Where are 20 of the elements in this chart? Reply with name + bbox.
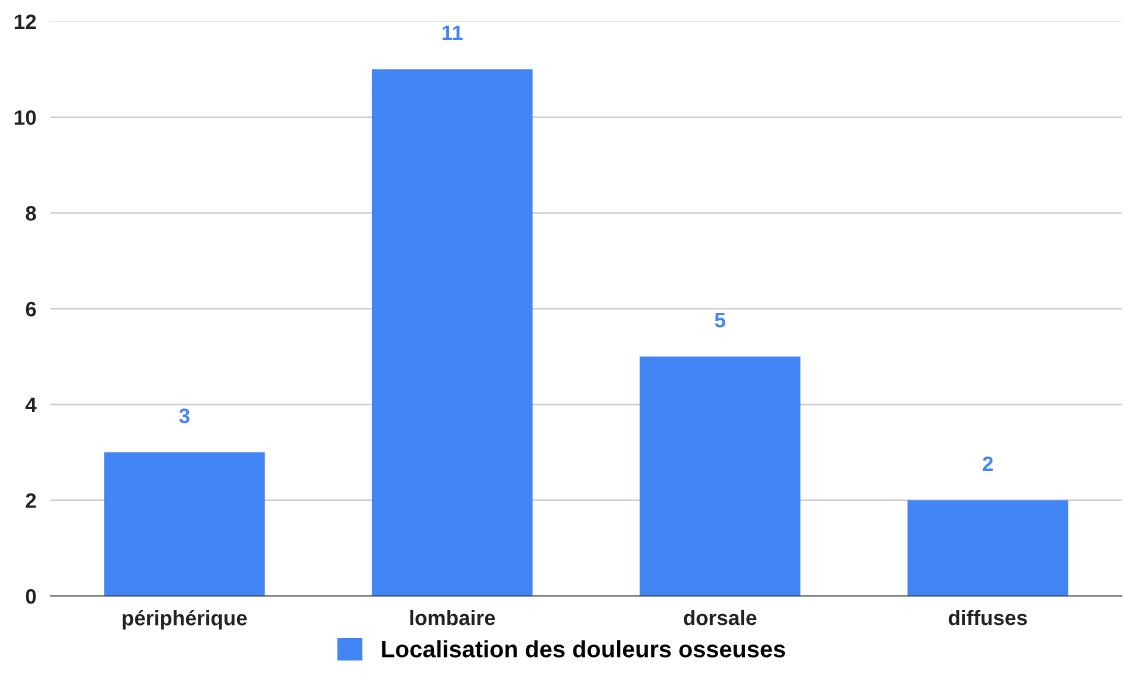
x-tick-label: diffuses — [948, 609, 1027, 626]
y-tick-label: 0 — [25, 589, 36, 604]
bar — [907, 500, 1069, 597]
y-tick-label: 8 — [25, 205, 37, 221]
x-tick-label: dorsale — [683, 609, 757, 626]
legend-label: Localisation des douleurs osseuses — [382, 640, 786, 658]
y-tick-label: 10 — [14, 110, 36, 125]
y-tick-label: 2 — [25, 493, 36, 508]
y-tick-label: 4 — [25, 397, 37, 413]
bar — [104, 452, 265, 597]
bar — [371, 69, 533, 597]
x-tick-label: périphérique — [122, 609, 247, 630]
data-label: 2 — [982, 456, 993, 471]
bar — [639, 356, 801, 597]
data-label: 3 — [179, 408, 190, 424]
y-tick-label: 6 — [25, 301, 36, 317]
data-label: 5 — [714, 312, 726, 328]
y-tick-label: 12 — [14, 14, 36, 29]
data-label: 11 — [442, 25, 463, 40]
x-tick-label: lombaire — [410, 609, 495, 626]
